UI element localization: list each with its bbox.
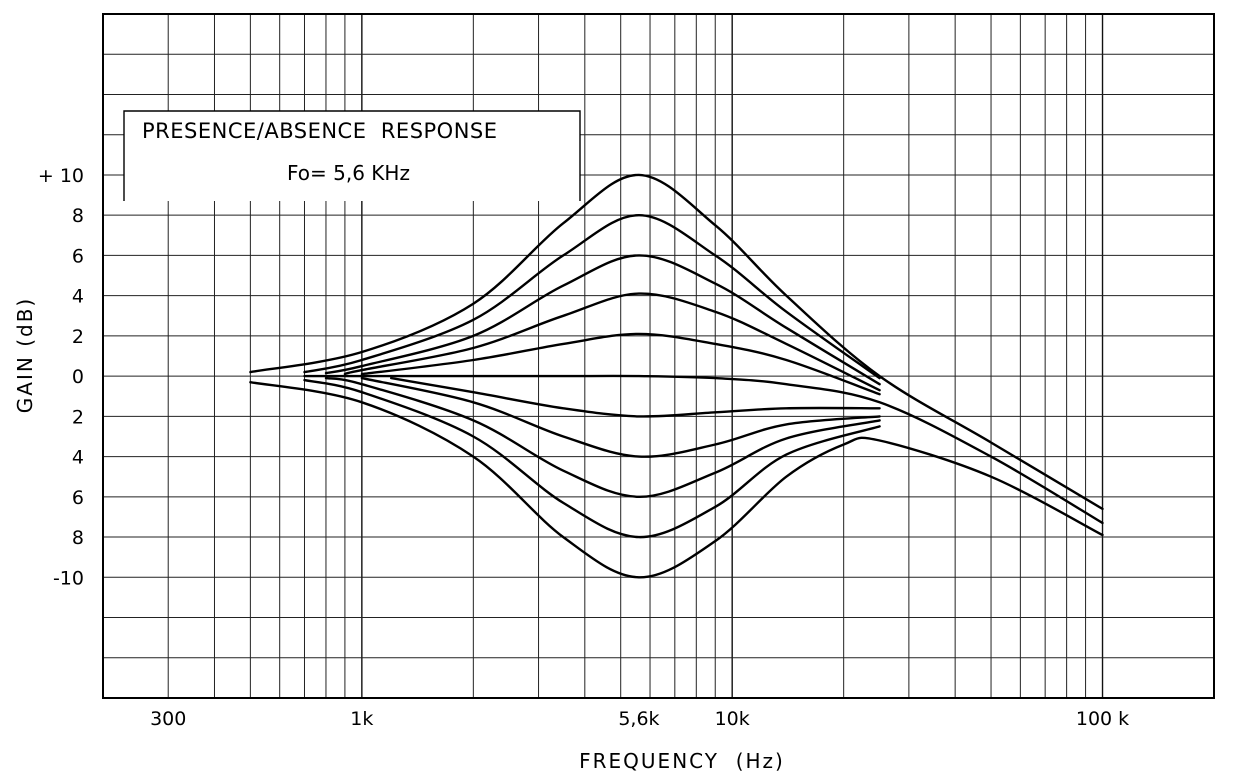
chart-subtitle: Fo= 5,6 KHz	[287, 161, 410, 185]
y-tick-label: -10	[53, 567, 84, 589]
response-curve	[360, 332, 881, 396]
response-curve	[303, 214, 881, 380]
y-tick-label: 4	[72, 286, 84, 308]
y-tick-label: 6	[72, 245, 84, 267]
response-curve	[390, 376, 881, 418]
x-tick-label: 10k	[715, 708, 750, 730]
y-tick-labels: + 10 8 6 4 2 0 2 4 6 8 -10	[38, 165, 84, 589]
y-tick-label: 8	[72, 205, 84, 227]
x-tick-label: 5,6k	[618, 708, 659, 730]
response-curve	[324, 376, 881, 499]
title-box-mask	[124, 111, 580, 201]
response-curve	[324, 254, 881, 386]
response-curves	[249, 173, 1104, 579]
response-curve	[303, 378, 881, 539]
y-tick-label: 6	[72, 487, 84, 509]
response-curve	[249, 381, 1104, 579]
x-tick-label: 100 k	[1076, 708, 1129, 730]
y-tick-label: 8	[72, 527, 84, 549]
response-curve	[249, 173, 1104, 511]
chart-title: PRESENCE/ABSENCE RESPONSE	[142, 119, 498, 143]
title-box	[123, 110, 581, 201]
y-tick-label: 2	[72, 406, 84, 428]
x-tick-labels: 300 1k 5,6k 10k 100 k	[150, 708, 1129, 730]
x-axis-label: FREQUENCY (Hz)	[579, 749, 785, 773]
response-curve	[343, 292, 881, 392]
x-tick-label: 1k	[350, 708, 373, 730]
plot-frame	[102, 13, 1215, 699]
y-tick-label: 0	[72, 366, 84, 388]
y-axis-label: GAIN (dB)	[13, 297, 37, 413]
response-curve	[303, 374, 1104, 525]
response-curve	[360, 376, 881, 458]
y-tick-label: 4	[72, 447, 84, 469]
y-tick-label: 2	[72, 326, 84, 348]
y-tick-label: + 10	[38, 165, 84, 187]
x-tick-label: 300	[150, 708, 186, 730]
